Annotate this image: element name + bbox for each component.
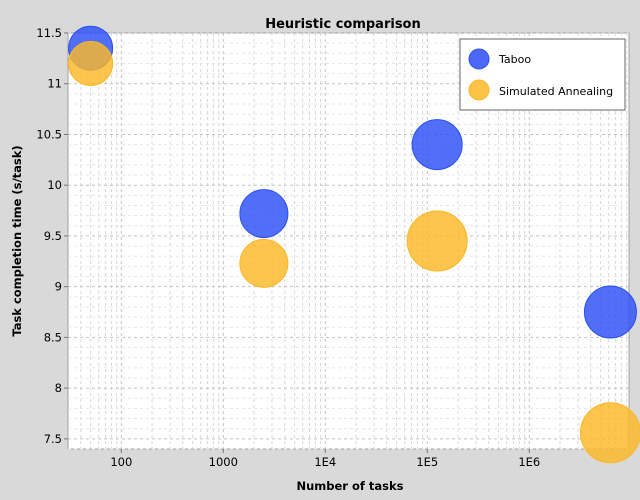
bubbles bbox=[68, 25, 640, 464]
legend-label-simulated-annealing: Simulated Annealing bbox=[499, 85, 613, 98]
y-axis-label: Task completion time (s/task) bbox=[10, 145, 24, 336]
bubble-simulated-annealing bbox=[406, 210, 468, 272]
y-tick-label: 11.5 bbox=[36, 26, 62, 40]
y-tick-label: 11 bbox=[47, 77, 62, 91]
y-tick-label: 9 bbox=[55, 280, 62, 294]
legend-label-taboo: Taboo bbox=[498, 53, 531, 66]
y-tick-label: 7.5 bbox=[44, 432, 62, 446]
bubble-simulated-annealing bbox=[579, 402, 640, 464]
legend: Taboo Simulated Annealing bbox=[459, 38, 626, 111]
legend-swatch-taboo bbox=[468, 48, 490, 70]
bubble-taboo bbox=[411, 119, 463, 171]
y-tick-label: 10 bbox=[47, 178, 62, 192]
y-tick-label: 9.5 bbox=[44, 229, 62, 243]
x-tick-label: 100 bbox=[110, 455, 132, 469]
bubble-simulated-annealing bbox=[239, 238, 289, 288]
chart-title: Heuristic comparison bbox=[265, 17, 421, 32]
x-tick-label: 1E4 bbox=[314, 455, 336, 469]
x-tick-label: 1000 bbox=[209, 455, 238, 469]
y-tick-label: 8.5 bbox=[44, 330, 62, 344]
y-tick-label: 10.5 bbox=[36, 127, 62, 141]
bubble-taboo bbox=[239, 189, 289, 239]
legend-swatch-simulated-annealing bbox=[468, 79, 490, 101]
y-tick-label: 8 bbox=[55, 381, 62, 395]
x-tick-label: 1E6 bbox=[518, 455, 540, 469]
bubble-taboo bbox=[583, 285, 637, 339]
x-axis-label: Number of tasks bbox=[296, 479, 403, 493]
bubble-simulated-annealing bbox=[68, 40, 114, 86]
x-tick-label: 1E5 bbox=[416, 455, 438, 469]
legend-box bbox=[459, 38, 626, 111]
axis-ticks: 100 1000 1E4 1E5 1E6 7.5 8 8.5 9 9.5 10 10.5 11 11.5 bbox=[36, 26, 540, 469]
